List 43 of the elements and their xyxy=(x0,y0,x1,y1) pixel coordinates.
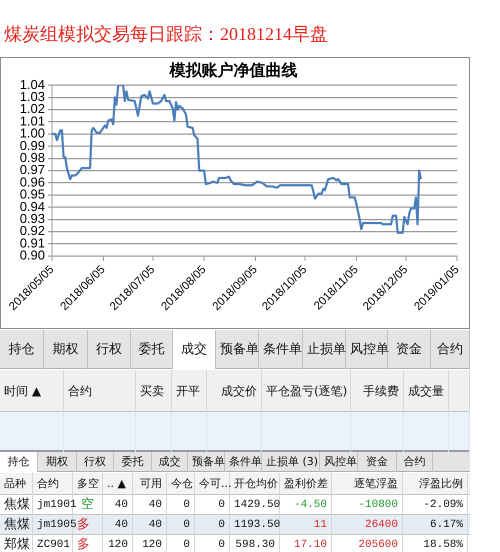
tab[interactable]: 持仓 xyxy=(0,330,44,369)
column-header: 时间 ▲ xyxy=(0,370,64,412)
column-header: 手续费 xyxy=(351,370,404,412)
tab[interactable]: 止损单 (3) xyxy=(262,452,320,472)
tab[interactable]: 行权 xyxy=(77,452,114,472)
table-cell: 598.30 xyxy=(230,535,280,552)
tab[interactable]: 持仓 xyxy=(0,452,38,472)
column-header: 买卖 xyxy=(136,370,172,412)
tab[interactable]: 资金 xyxy=(358,452,397,472)
table-cell: 120 xyxy=(133,535,167,552)
chart-title: 煤炭组模拟交易每日跟踪：20181214早盘 xyxy=(4,24,328,45)
table-cell: 多 xyxy=(73,535,103,552)
tab[interactable]: 合约 xyxy=(431,330,470,369)
tab[interactable]: 风控单 xyxy=(346,330,388,369)
column-header: 开平 xyxy=(172,370,207,412)
table-cell: 17.10 xyxy=(280,535,332,552)
tab[interactable]: 行权 xyxy=(88,330,131,369)
column-header: 平仓盈亏(逐笔) xyxy=(262,370,351,412)
column-header: 合约 xyxy=(64,370,136,412)
tab[interactable]: 资金 xyxy=(388,330,431,369)
tab[interactable]: 期权 xyxy=(38,452,77,472)
tab[interactable]: 条件单 xyxy=(259,330,303,369)
table-cell: ZC901 xyxy=(33,535,73,552)
tab[interactable]: 合约 xyxy=(397,452,433,472)
tab[interactable]: 成交 xyxy=(173,330,216,369)
table-cell: 郑煤 xyxy=(0,535,33,552)
tab[interactable]: 止损单 xyxy=(303,330,346,369)
tab[interactable]: 预备单 xyxy=(216,330,259,369)
table-cell: 0 xyxy=(167,535,195,552)
column-header: 成交量 xyxy=(404,370,449,412)
y-tick-label: 0.90 xyxy=(20,248,45,263)
tab[interactable]: 成交 xyxy=(152,452,188,472)
tab[interactable]: 委托 xyxy=(114,452,152,472)
tab[interactable]: 期权 xyxy=(44,330,88,369)
column-header: 成交价 xyxy=(207,370,262,412)
tab[interactable]: 风控单 xyxy=(320,452,358,472)
chart-subtitle: 模拟账户净值曲线 xyxy=(168,62,298,80)
table-cell: 18.58% xyxy=(403,535,468,552)
tab[interactable]: 条件单 xyxy=(225,452,262,472)
tab[interactable]: 预备单 xyxy=(188,452,225,472)
table-cell: 205600 xyxy=(332,535,403,552)
table-cell: 120 xyxy=(103,535,133,552)
table-cell: 0 xyxy=(195,535,230,552)
